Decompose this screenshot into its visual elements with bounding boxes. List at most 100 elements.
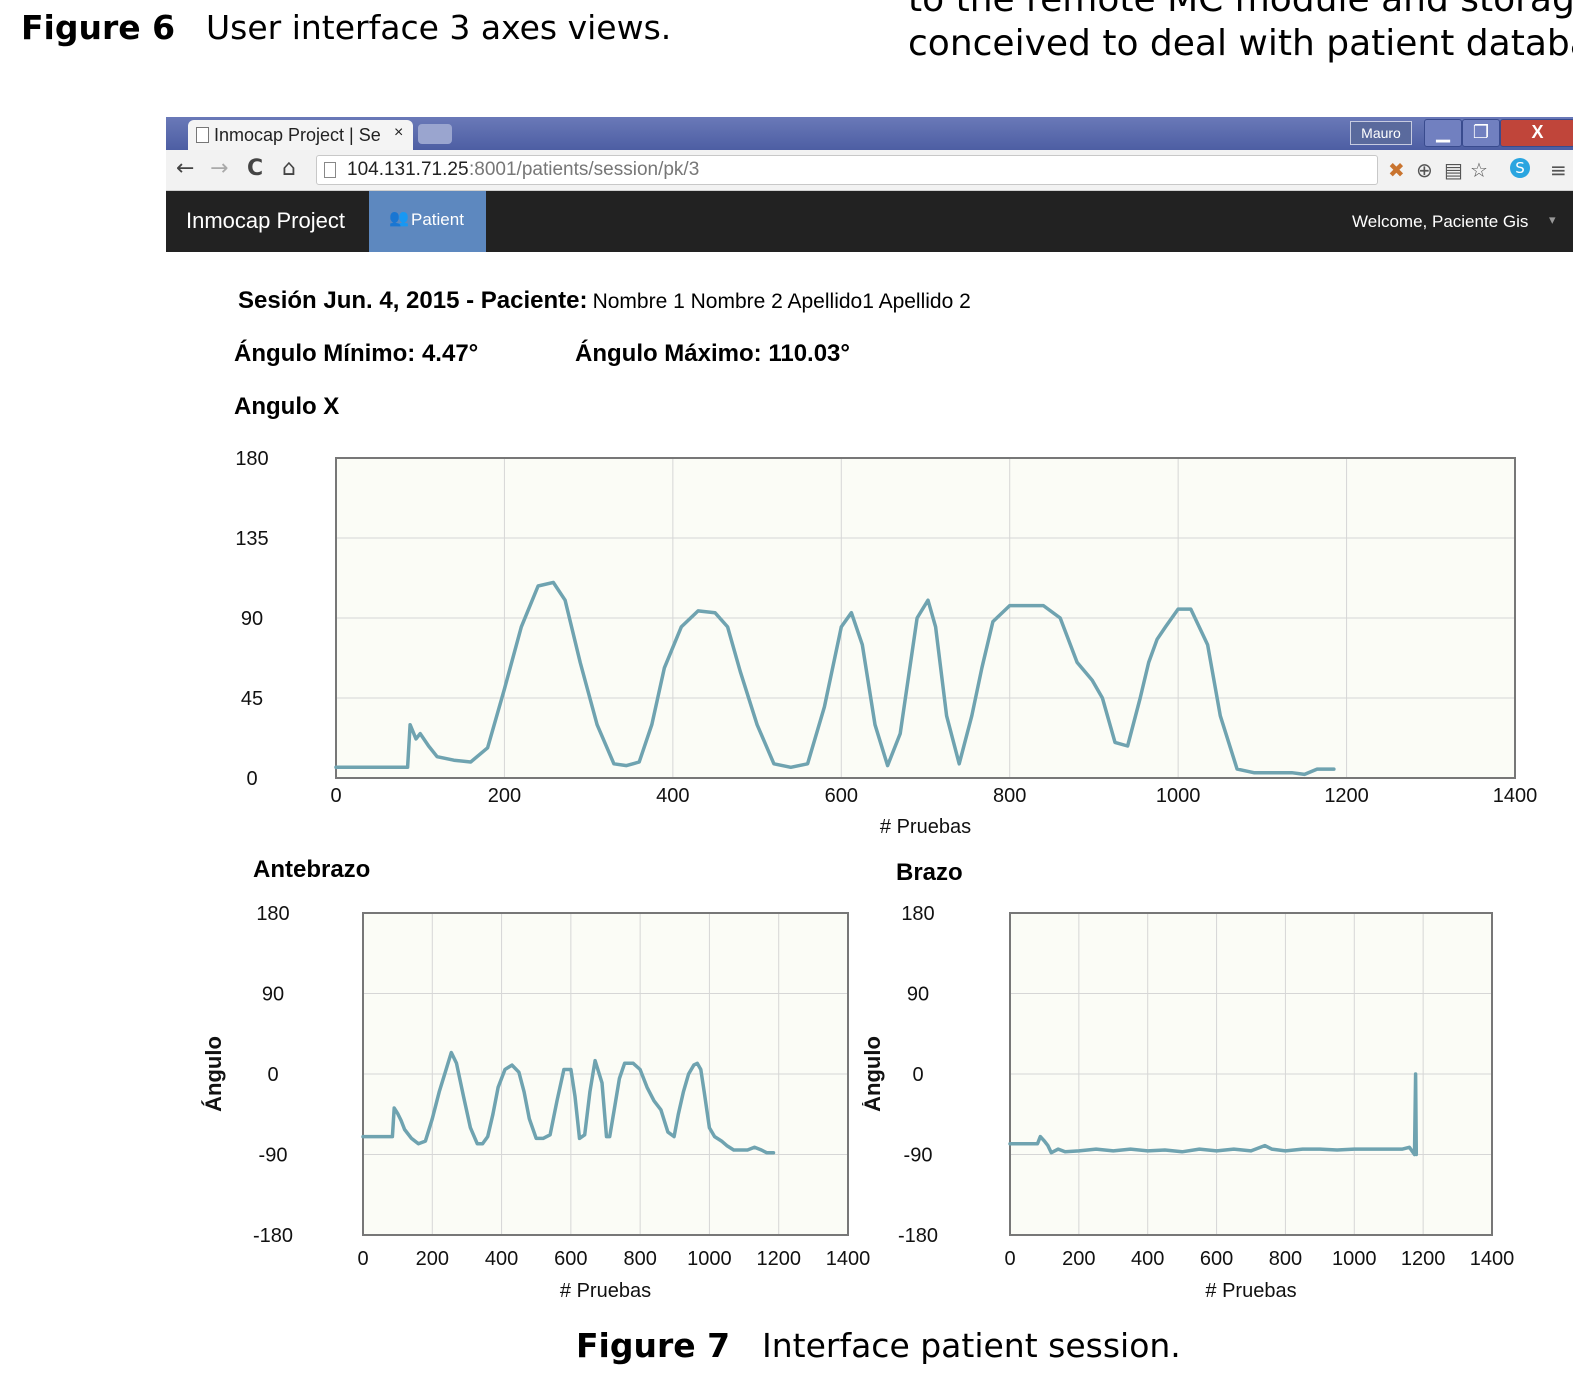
x-tick-label: 400 [656,785,689,807]
y-tick-label: 90 [241,608,263,630]
series-line [1008,1072,1419,1157]
y-tick-label: -180 [253,1225,293,1247]
x-tick-label: 1400 [826,1248,871,1270]
session-heading: Sesión Jun. 4, 2015 - Paciente: Nombre 1… [238,287,971,315]
nav-tab-patient[interactable]: 👥 Patient [369,191,486,252]
y-tick-label: 45 [241,688,263,710]
chart-brazo-title: Brazo [896,859,963,886]
x-tick-label: 1200 [1401,1248,1446,1270]
menu-icon[interactable]: ≡ [1550,158,1567,182]
y-tick-label: 0 [246,768,257,790]
chevron-down-icon[interactable]: ▾ [1549,213,1556,228]
browser-tab[interactable]: Inmocap Project | Se × [188,120,413,150]
x-tick-label: 600 [1200,1248,1233,1270]
zoom-icon[interactable]: ⊕ [1416,158,1433,182]
right-column-text: to the remote MC module and storage c co… [908,0,1573,70]
x-tick-label: 1400 [1470,1248,1515,1270]
series-line [361,1050,776,1155]
x-axis-label: # Pruebas [560,1280,651,1300]
patient-name: Nombre 1 Nombre 2 Apellido1 Apellido 2 [592,290,971,313]
new-tab-button[interactable] [418,124,452,144]
bookmark-star-icon[interactable]: ☆ [1470,158,1488,182]
x-tick-label: 800 [1269,1248,1302,1270]
chart-angulo-x: 0 200 400 600 800 1000 1200 1400 0 45 90 135 180 # Pr… [235,448,1538,838]
page-icon [324,162,336,178]
chart-antebrazo: 0 200 400 600 800 1000 1200 1400 -180 -90 0 90 180 # … [201,903,871,1300]
x-tick-label: 800 [623,1248,656,1270]
x-tick-label: 1000 [1332,1248,1377,1270]
document-icon [196,127,209,143]
patient-tab-label: Patient [411,210,464,229]
x-axis-label: # Pruebas [1205,1280,1296,1300]
plot-frame [335,457,1516,779]
y-tick-label: -180 [898,1225,938,1247]
figure7-label: Figure 7 [576,1326,731,1365]
translate-icon[interactable]: ▤ [1444,158,1463,182]
address-bar[interactable]: 104.131.71.25 :8001/patients/session/pk/… [316,155,1378,185]
skype-icon[interactable]: S [1510,158,1530,178]
y-axis-label: Ángulo [201,1036,226,1112]
chart-brazo: 0 200 400 600 800 1000 1200 1400 -180 -90 0 90 180 # … [862,903,1515,1300]
browser-titlebar: Inmocap Project | Se × Mauro ▁ ❐ X [166,117,1573,150]
x-tick-label: 1000 [1156,785,1201,807]
figure6-label: Figure 6 [21,8,176,47]
tab-title: Inmocap Project | Se [214,125,381,145]
x-tick-label: 1400 [1493,785,1538,807]
x-axis-label: # Pruebas [880,816,971,838]
y-tick-label: 0 [267,1064,278,1086]
url-host: 104.131.71.25 [347,159,469,180]
back-icon[interactable]: ← [176,156,195,181]
x-tick-label: 0 [330,785,341,807]
browser-window: Inmocap Project | Se × Mauro ▁ ❐ X ← → C… [166,117,1573,252]
minimize-button[interactable]: ▁ [1424,119,1462,147]
y-tick-label: 135 [235,528,268,550]
y-tick-label: -90 [259,1145,288,1167]
y-tick-label: 180 [901,903,934,925]
extension-icon[interactable]: ✖ [1388,158,1405,182]
y-tick-label: 90 [907,984,929,1006]
chart-angulo-x-title: Angulo X [234,393,340,420]
browser-toolbar: ← → C ⌂ 104.131.71.25 :8001/patients/ses… [166,150,1573,191]
y-axis-label: Ángulo [862,1036,885,1112]
x-tick-label: 600 [825,785,858,807]
x-tick-label: 1200 [756,1248,801,1270]
series-line [334,580,1336,777]
y-tick-label: 90 [262,984,284,1006]
max-angle: Ángulo Máximo: 110.03° [575,340,851,367]
reload-icon[interactable]: C [247,156,264,181]
url-path: :8001/patients/session/pk/3 [469,159,700,180]
x-tick-label: 1200 [1324,785,1369,807]
home-icon[interactable]: ⌂ [282,156,296,181]
x-tick-label: 800 [993,785,1026,807]
y-tick-label: 0 [912,1064,923,1086]
min-angle: Ángulo Mínimo: 4.47° [234,340,479,367]
y-tick-label: 180 [256,903,289,925]
x-tick-label: 0 [357,1248,368,1270]
figure7-caption: Interface patient session. [762,1326,1181,1365]
y-tick-label: 180 [235,448,268,470]
plot-frame [362,912,849,1236]
session-title: Sesión Jun. 4, 2015 - Paciente: [238,287,588,314]
x-tick-label: 600 [554,1248,587,1270]
right-column-line1: to the remote MC module and storage c [908,0,1573,22]
profile-button[interactable]: Mauro [1350,121,1412,145]
app-navbar: Inmocap Project 👥 Patient Welcome, Pacie… [166,191,1573,252]
brand-link[interactable]: Inmocap Project [186,208,345,233]
x-tick-label: 400 [485,1248,518,1270]
x-tick-label: 400 [1131,1248,1164,1270]
x-tick-label: 200 [416,1248,449,1270]
tab-close-icon[interactable]: × [394,124,404,141]
welcome-dropdown[interactable]: Welcome, Paciente Gis [1352,212,1529,231]
figure6-caption: User interface 3 axes views. [206,8,672,47]
x-tick-label: 200 [488,785,521,807]
y-tick-label: -90 [904,1145,933,1167]
maximize-button[interactable]: ❐ [1462,119,1500,147]
x-tick-label: 200 [1062,1248,1095,1270]
right-column-line2: conceived to deal with patient databas [908,23,1573,64]
close-window-button[interactable]: X [1500,119,1573,147]
forward-icon[interactable]: → [210,156,229,181]
x-tick-label: 1000 [687,1248,732,1270]
users-icon: 👥 [389,210,409,227]
x-tick-label: 0 [1004,1248,1015,1270]
chart-antebrazo-title: Antebrazo [253,856,371,883]
